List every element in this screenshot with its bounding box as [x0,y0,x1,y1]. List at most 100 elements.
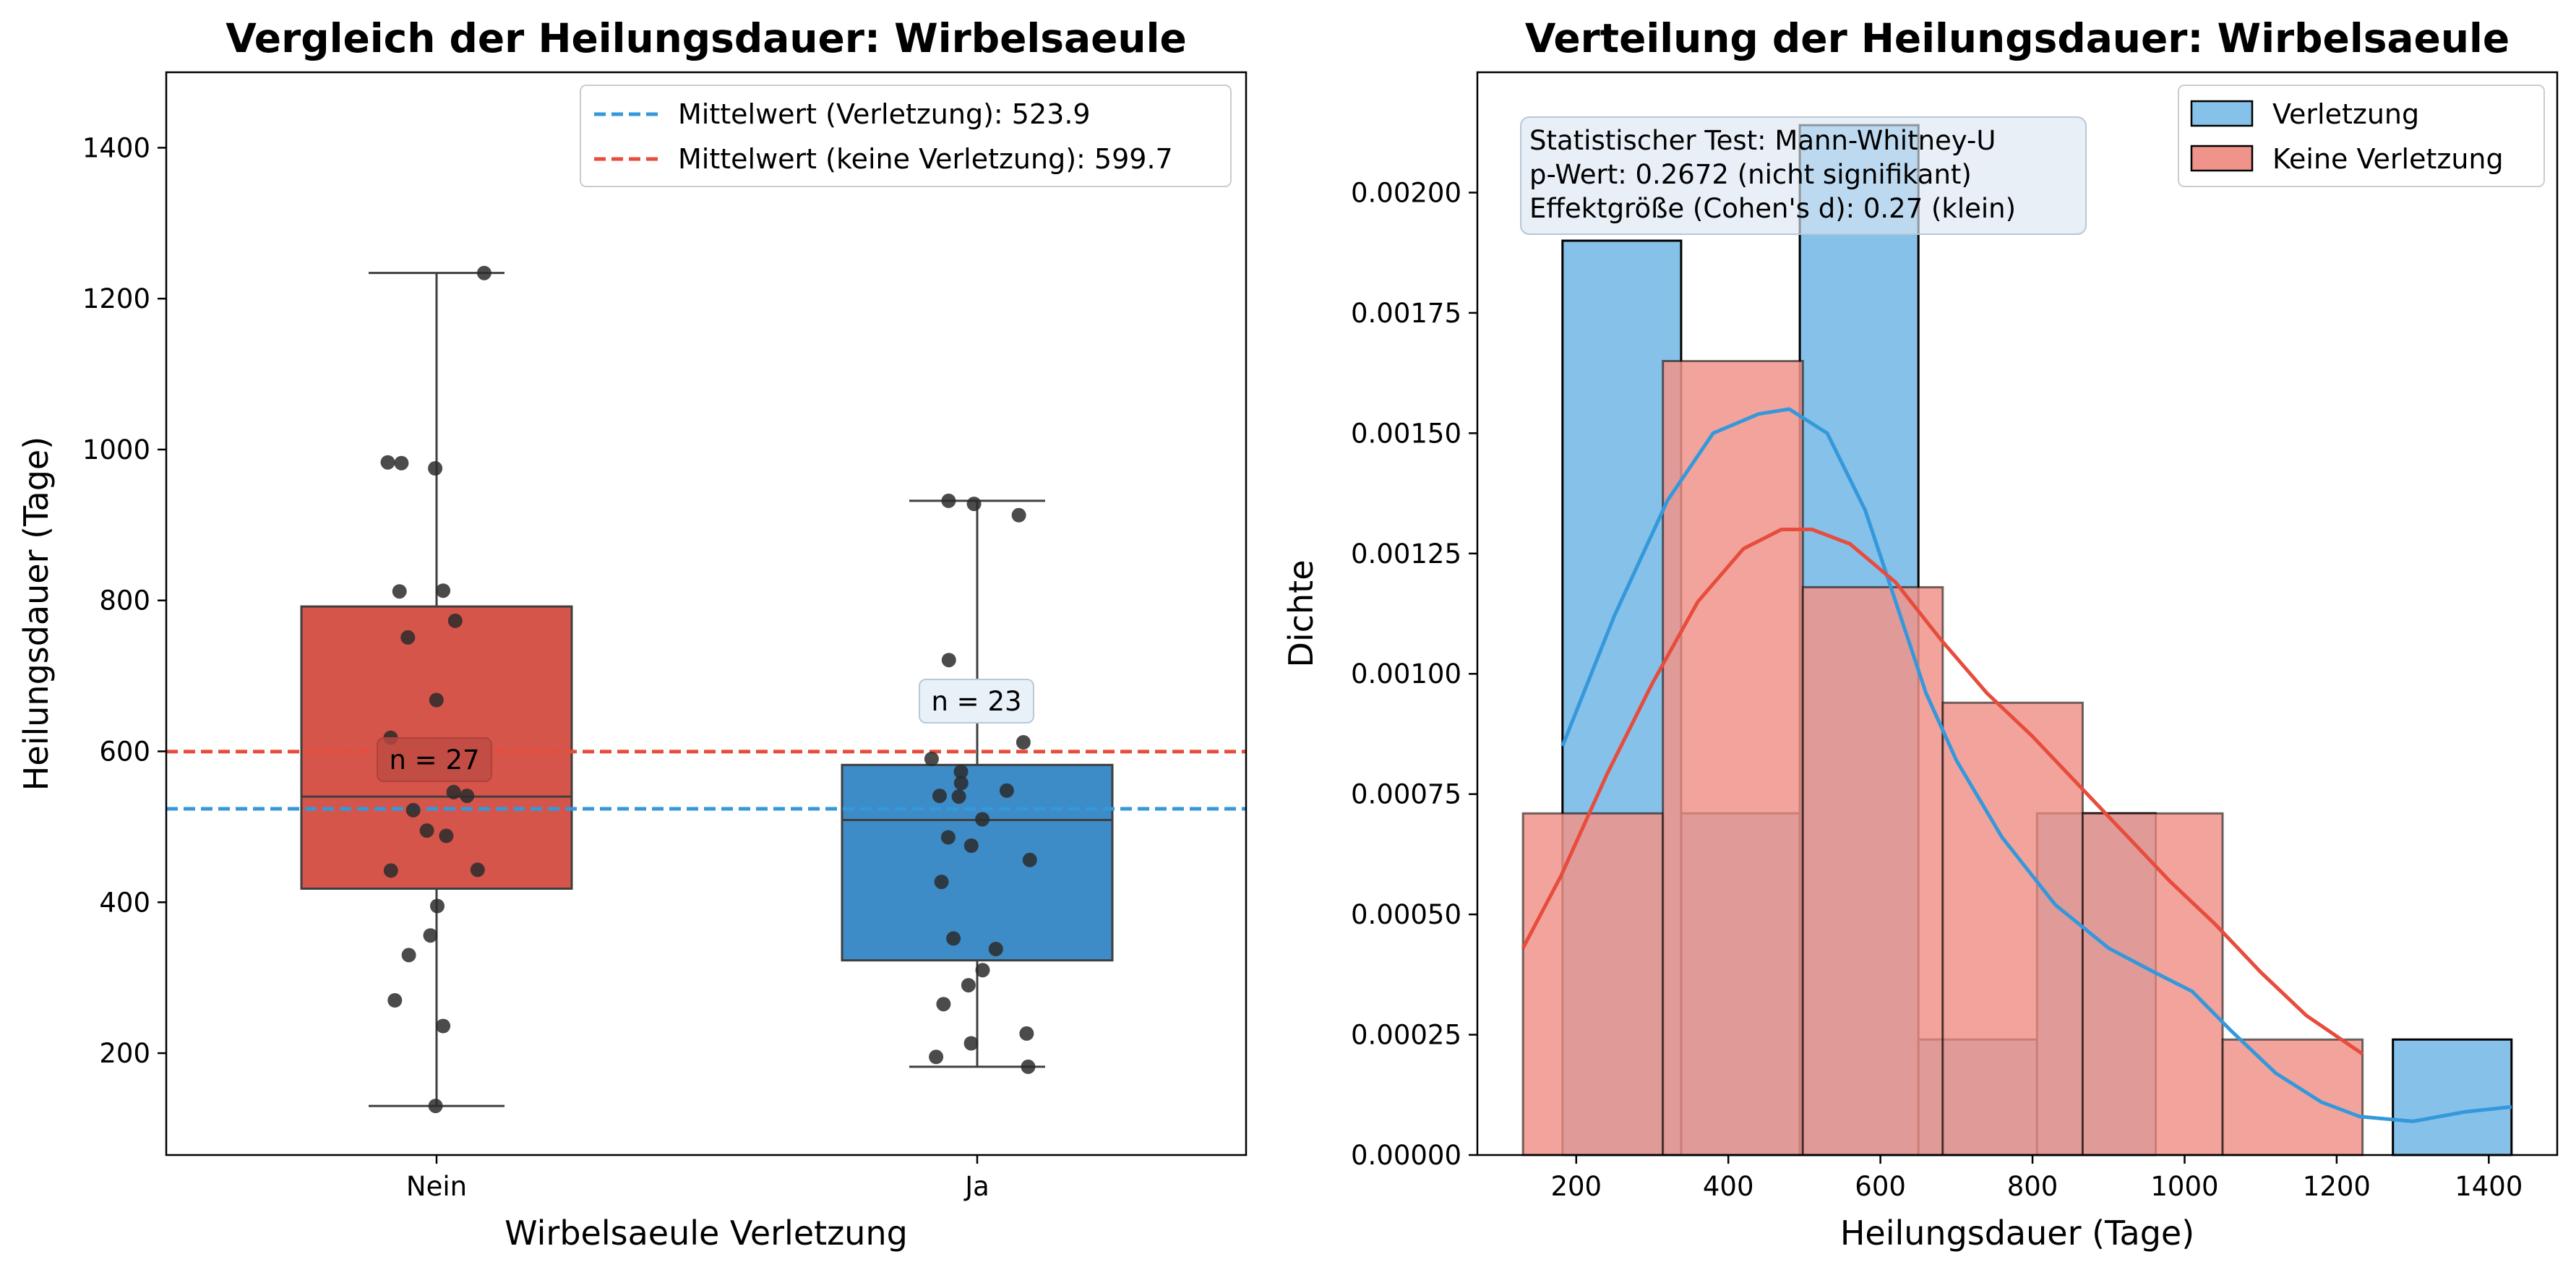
legend-label-mean-injury: Mittelwert (Verletzung): 523.9 [678,98,1091,130]
point-nein-15 [400,630,416,645]
point-ja-2 [963,1036,979,1051]
n-label-ja-box [919,679,1034,724]
point-ja-0 [1021,1059,1036,1074]
box-ja [841,763,1114,962]
kde-line-verletzung [1560,407,2512,1123]
stats-annotation: Statistischer Test: Mann-Whitney-U p-Wer… [1520,116,2087,235]
histogram-xtick-label-1200: 1200 [2303,1171,2371,1202]
boxplot-ytick-label-1200: 1200 [82,283,150,314]
legend-label-verletzung: Verletzung [2272,98,2419,130]
boxplot-legend: Mittelwert (Verletzung): 523.9 Mittelwer… [580,85,1232,187]
point-ja-14 [951,789,966,804]
point-nein-3 [401,948,416,963]
histogram-xtick-label-600: 600 [1855,1171,1906,1202]
boxplot-ytick-label-200: 200 [99,1038,150,1069]
boxplot-x-axis-label: Wirbelsaeule Verletzung [505,1214,908,1253]
boxplot-y-axis-label: Heilungsdauer (Tage) [17,437,56,791]
bar-keine-verletzung-4 [2082,812,2224,1156]
n-label-nein: n = 27 [377,737,492,782]
boxplot-xtick-label-ja: Ja [963,1171,989,1202]
boxplot-y-ticks: 200 400 600 800 1000 1200 1400 [82,132,166,1069]
point-nein-10 [405,802,421,817]
point-ja-9 [934,875,949,890]
histogram-panel: 0.00000 0.00025 0.00050 0.00075 0.00100 0.001… [1281,15,2559,1253]
histogram-y-axis-label: Dichte [1281,560,1321,668]
legend-swatch-keine-verletzung [2190,145,2254,172]
histogram-ytick-label-7: 0.00175 [1351,298,1461,329]
n-label-nein-box [377,737,492,782]
boxplot-x-ticks: Nein Ja [406,1155,989,1202]
point-nein-20 [394,455,409,471]
histogram-ytick-label-4: 0.00100 [1351,658,1461,690]
point-nein-11 [460,789,475,804]
point-nein-8 [439,828,454,843]
point-ja-11 [963,838,979,853]
histogram-ytick-label-3: 0.00075 [1351,779,1461,810]
point-nein-0 [428,1099,443,1114]
histogram-ytick-label-1: 0.00025 [1351,1020,1461,1051]
boxplot-panel: 200 400 600 800 1000 1200 1400 Nein Ja Vergleic… [17,15,1248,1253]
histogram-xtick-label-1400: 1400 [2455,1171,2523,1202]
boxplot-xtick-label-nein: Nein [406,1171,467,1202]
bar-keine-verletzung-0 [1521,812,1665,1156]
stats-test-line: Statistischer Test: Mann-Whitney-U [1529,125,1996,156]
point-ja-22 [1011,507,1026,523]
boxplot-legend-frame [580,85,1232,187]
point-ja-23 [966,497,982,512]
point-ja-8 [946,931,961,946]
legend-label-mean-no-injury: Mittelwert (keine Verletzung): 599.7 [678,143,1173,175]
histogram-xtick-label-800: 800 [2007,1171,2058,1202]
n-label-ja: n = 23 [919,679,1034,724]
point-ja-18 [953,764,969,779]
stats-annotation-box [1520,116,2087,235]
histogram-marks [1521,124,2513,1156]
boxplot-title: Vergleich der Heilungsdauer: Wirbelsaeul… [226,15,1187,61]
boxplot-ytick-label-1000: 1000 [82,434,150,465]
point-ja-21 [941,653,956,668]
point-nein-2 [387,993,403,1008]
histogram-axes-frame [1476,71,2559,1156]
point-ja-10 [1022,852,1037,867]
histogram-ytick-label-8: 0.00200 [1351,177,1461,208]
point-ja-3 [1019,1026,1034,1041]
histogram-x-ticks: 200 400 600 800 1000 1200 1400 [1550,1155,2523,1202]
bar-keine-verletzung-2 [1801,585,1944,1156]
histogram-ytick-label-5: 0.00125 [1351,538,1461,570]
n-label-nein-text: n = 27 [389,744,479,776]
bar-verletzung-7 [2392,1038,2513,1156]
histogram-xtick-label-400: 400 [1703,1171,1754,1202]
point-nein-14 [429,692,444,708]
point-ja-17 [953,776,969,791]
boxplot-ytick-label-1400: 1400 [82,132,150,163]
legend-swatch-verletzung [2190,100,2254,127]
histogram-x-axis-label: Heilungsdauer (Tage) [1840,1214,2194,1253]
point-nein-6 [383,863,398,878]
histogram-title: Verteilung der Heilungsdauer: Wirbelsaeu… [1525,15,2510,61]
histogram-ytick-label-6: 0.00150 [1351,418,1461,449]
point-nein-4 [423,928,438,943]
point-ja-7 [988,942,1003,956]
point-ja-12 [940,830,956,845]
histogram-y-ticks: 0.00000 0.00025 0.00050 0.00075 0.00100 0.001… [1351,177,1477,1171]
histogram-legend-frame [2178,85,2545,187]
histogram-xtick-label-1000: 1000 [2150,1171,2218,1202]
point-ja-4 [936,997,951,1012]
bar-keine-verletzung-5 [2221,1038,2364,1156]
point-nein-17 [392,584,407,599]
kde-line-keine-verletzung [1521,528,2364,1056]
boxplot-ytick-label-400: 400 [99,887,150,918]
boxplot-ytick-label-600: 600 [99,737,150,768]
point-ja-24 [941,493,956,508]
stats-effect-line: Effektgröße (Cohen's d): 0.27 (klein) [1529,193,2016,224]
point-ja-15 [932,789,947,804]
histogram-legend: Verletzung Keine Verletzung [2178,85,2545,187]
point-ja-6 [975,963,990,978]
n-label-ja-text: n = 23 [931,686,1021,717]
point-nein-9 [419,823,434,838]
point-ja-20 [1016,735,1031,750]
point-ja-13 [975,812,990,827]
bar-keine-verletzung-1 [1662,360,1804,1156]
point-nein-21 [380,455,395,470]
point-nein-19 [428,461,443,476]
